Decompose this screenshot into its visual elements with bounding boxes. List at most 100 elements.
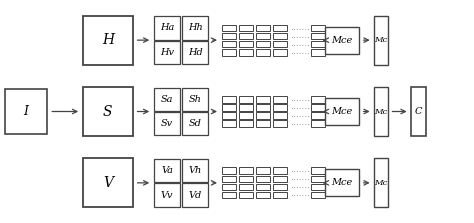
Bar — [182, 112, 208, 135]
Bar — [182, 183, 208, 207]
Bar — [222, 184, 236, 190]
Text: .......: ....... — [291, 50, 311, 55]
Bar — [239, 25, 253, 31]
Bar — [182, 88, 208, 111]
Text: Sh: Sh — [189, 95, 201, 104]
Bar — [256, 192, 270, 198]
Bar — [154, 159, 180, 182]
Bar — [239, 184, 253, 190]
Text: Vd: Vd — [189, 190, 201, 200]
Bar — [154, 16, 180, 40]
Bar — [222, 96, 236, 103]
Text: .......: ....... — [291, 34, 311, 39]
Bar — [325, 98, 359, 125]
Bar — [311, 49, 325, 56]
Bar — [239, 104, 253, 111]
Text: Mc: Mc — [374, 107, 388, 116]
Bar — [273, 112, 287, 119]
Bar — [311, 112, 325, 119]
Text: .......: ....... — [291, 97, 311, 102]
Text: H: H — [102, 33, 114, 47]
Text: Mc: Mc — [374, 179, 388, 187]
Bar — [256, 120, 270, 127]
Text: .......: ....... — [291, 184, 311, 189]
Bar — [239, 167, 253, 174]
Bar — [256, 112, 270, 119]
Text: .......: ....... — [291, 192, 311, 197]
Bar — [222, 25, 236, 31]
Text: Mce: Mce — [331, 178, 352, 187]
Bar — [311, 41, 325, 47]
Bar — [273, 96, 287, 103]
Text: .......: ....... — [291, 121, 311, 126]
Bar — [239, 33, 253, 39]
Bar — [5, 89, 47, 134]
Bar — [411, 87, 426, 136]
Text: .......: ....... — [291, 105, 311, 110]
Text: Sd: Sd — [189, 119, 201, 128]
Bar — [239, 120, 253, 127]
Bar — [273, 176, 287, 182]
Bar — [239, 176, 253, 182]
Bar — [311, 184, 325, 190]
Bar — [222, 49, 236, 56]
Bar — [154, 88, 180, 111]
Bar — [256, 49, 270, 56]
Bar — [222, 167, 236, 174]
Bar — [222, 192, 236, 198]
Text: Mce: Mce — [331, 36, 352, 45]
Text: Hv: Hv — [160, 48, 174, 57]
Text: Vh: Vh — [189, 166, 201, 175]
Bar — [273, 41, 287, 47]
Bar — [273, 167, 287, 174]
Bar — [182, 159, 208, 182]
Bar — [239, 41, 253, 47]
Bar — [222, 176, 236, 182]
Bar — [311, 120, 325, 127]
Bar — [273, 192, 287, 198]
Text: .......: ....... — [291, 168, 311, 173]
Text: .......: ....... — [291, 176, 311, 181]
Bar — [311, 25, 325, 31]
Bar — [182, 41, 208, 64]
Bar — [256, 96, 270, 103]
Bar — [325, 27, 359, 54]
Text: .......: ....... — [291, 42, 311, 47]
Bar — [256, 176, 270, 182]
Bar — [256, 184, 270, 190]
Text: I: I — [24, 105, 28, 118]
Bar — [239, 49, 253, 56]
Bar — [222, 33, 236, 39]
Bar — [273, 104, 287, 111]
Bar — [256, 41, 270, 47]
Bar — [256, 33, 270, 39]
Bar — [256, 167, 270, 174]
Bar — [273, 49, 287, 56]
Text: Ha: Ha — [160, 23, 174, 33]
Bar — [374, 87, 388, 136]
Bar — [182, 16, 208, 40]
Bar — [325, 169, 359, 196]
Bar — [222, 120, 236, 127]
Text: Sv: Sv — [161, 119, 173, 128]
Text: Va: Va — [161, 166, 173, 175]
Text: C: C — [415, 107, 422, 116]
Bar — [374, 158, 388, 207]
Bar — [256, 104, 270, 111]
Bar — [256, 25, 270, 31]
Text: S: S — [103, 105, 113, 118]
Bar — [273, 33, 287, 39]
Text: Mce: Mce — [331, 107, 352, 116]
Bar — [311, 96, 325, 103]
Text: .......: ....... — [291, 113, 311, 118]
Bar — [83, 16, 133, 65]
Bar — [311, 104, 325, 111]
Bar — [311, 167, 325, 174]
Bar — [154, 41, 180, 64]
Bar — [154, 183, 180, 207]
Bar — [239, 96, 253, 103]
Bar — [273, 120, 287, 127]
Bar — [222, 41, 236, 47]
Bar — [83, 158, 133, 207]
Bar — [273, 184, 287, 190]
